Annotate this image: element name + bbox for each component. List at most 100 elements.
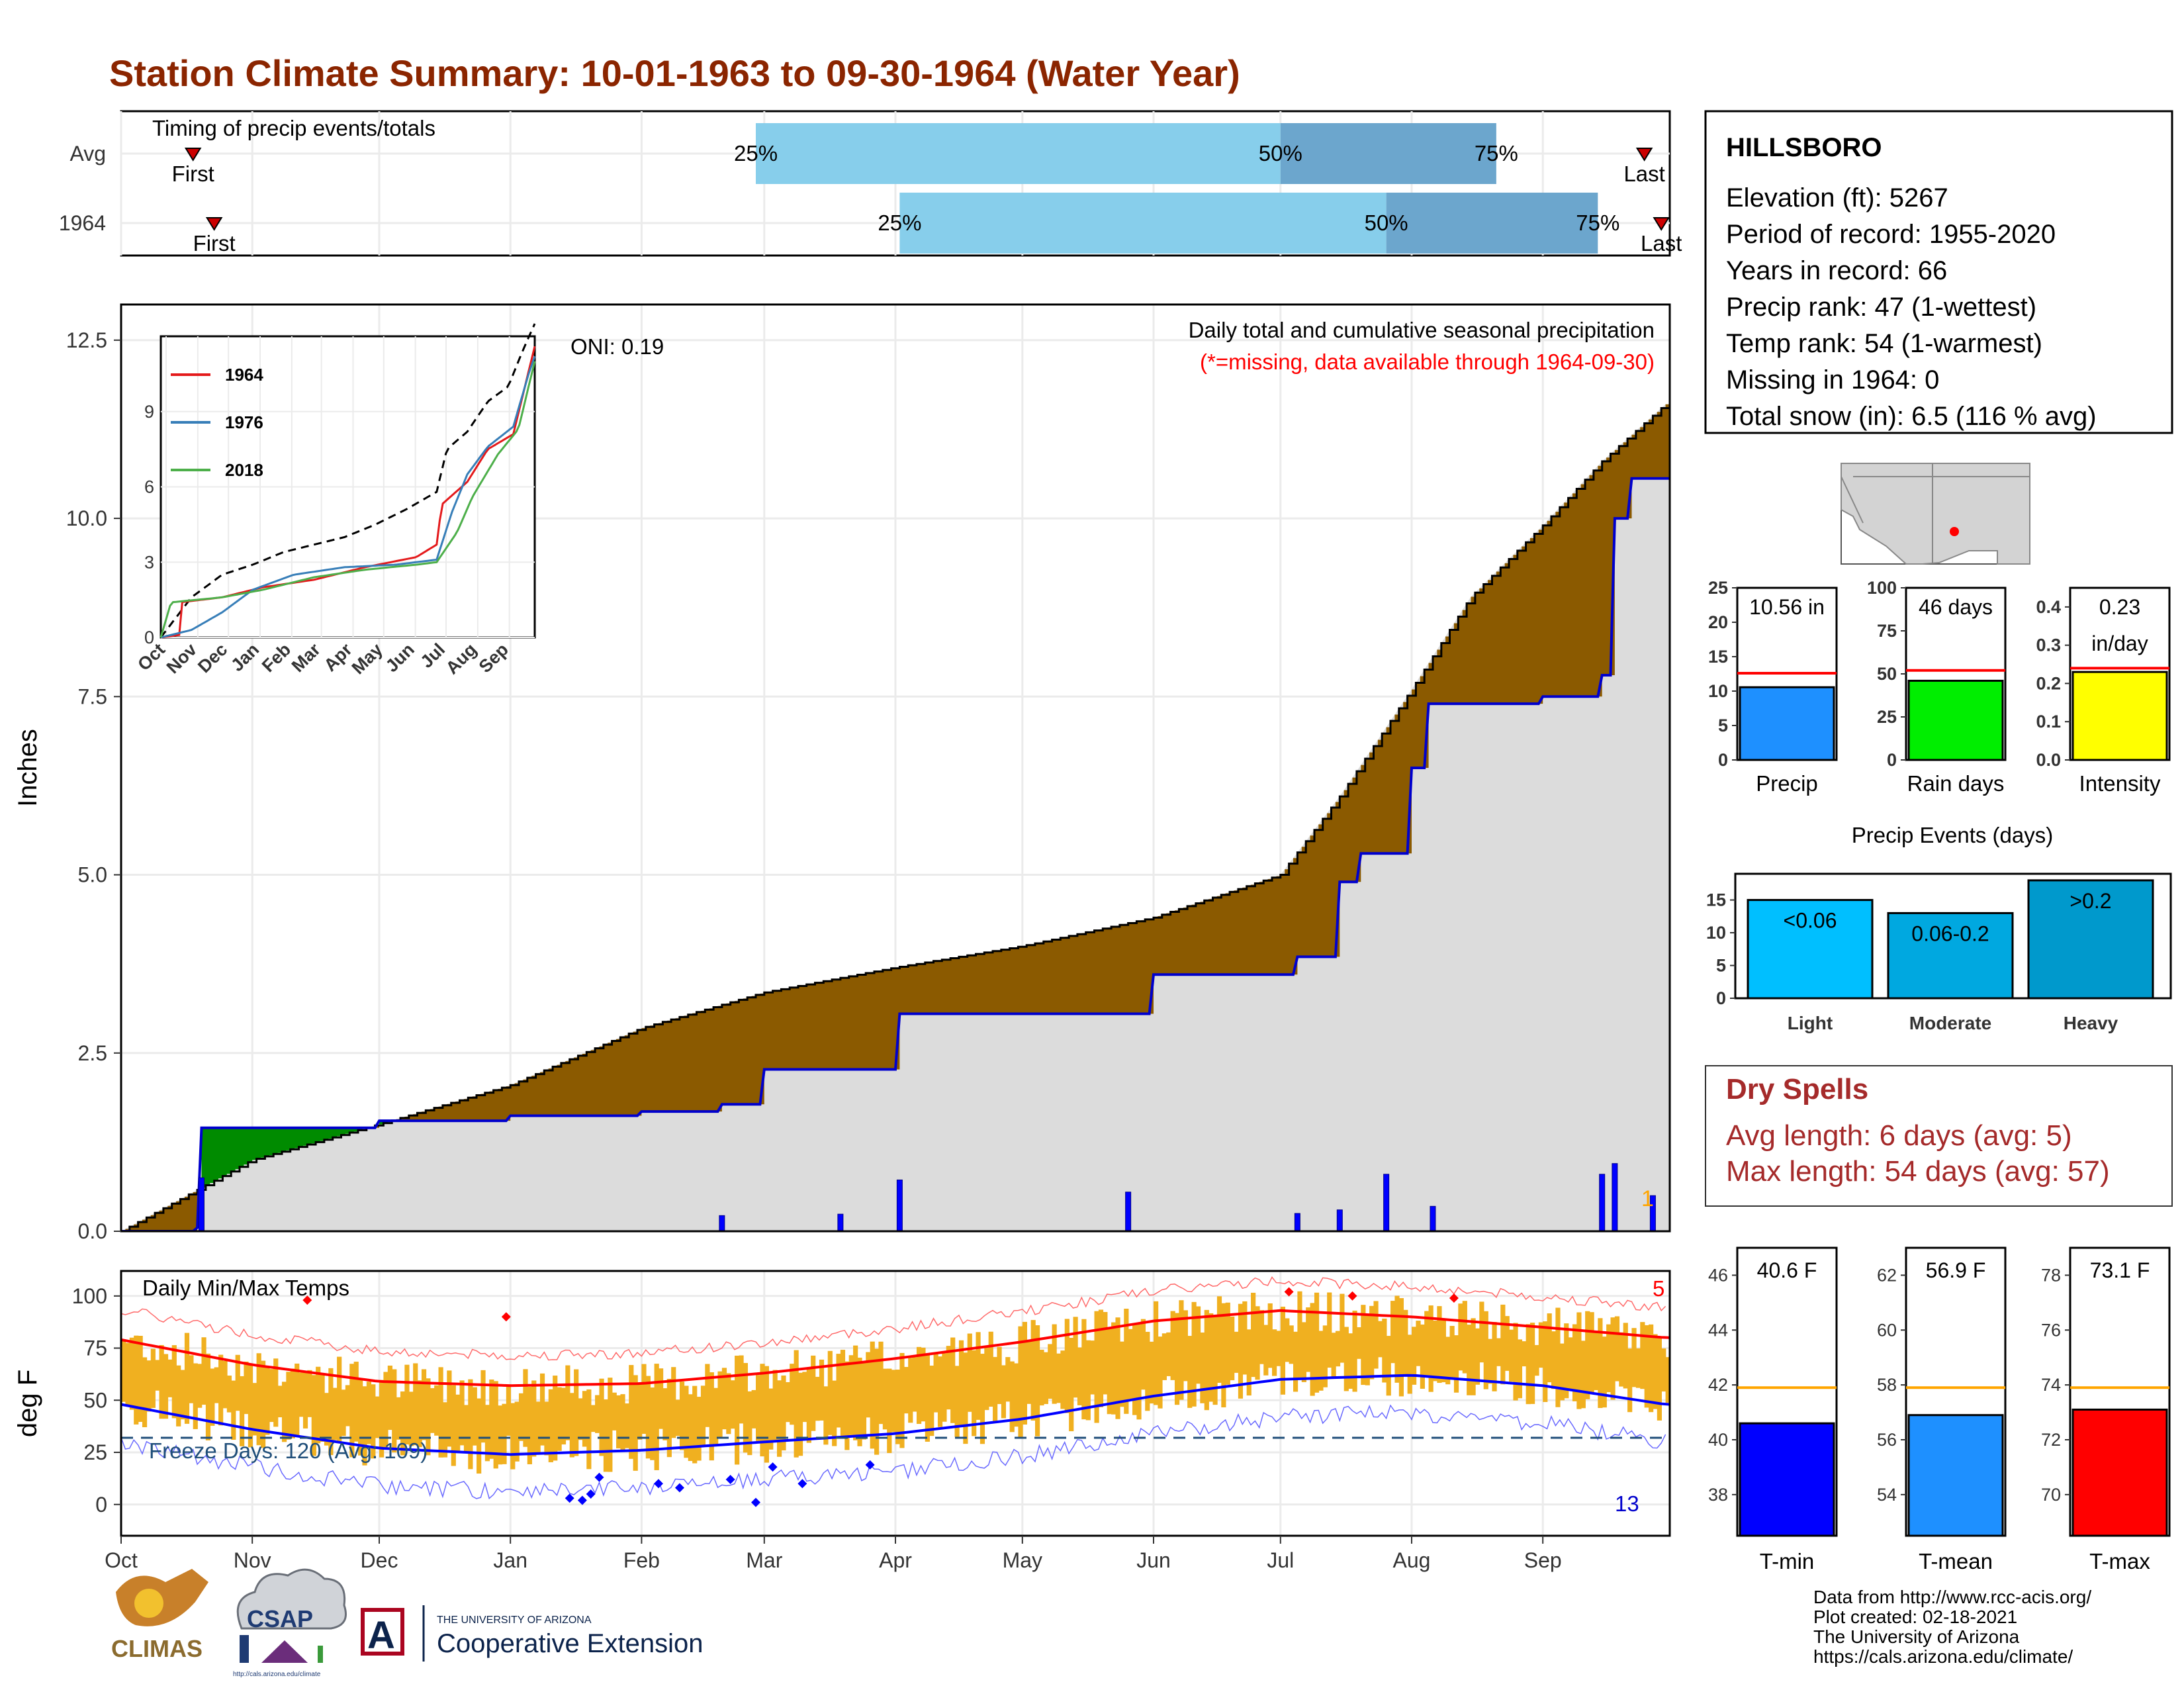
temp-range-bar — [620, 1394, 625, 1452]
record-markers — [302, 1287, 1459, 1507]
temp-range-bar — [400, 1391, 406, 1456]
month-label-jan: Jan — [493, 1548, 527, 1572]
station-years: Years in record: 66 — [1726, 256, 1947, 285]
temp-range-bar — [891, 1370, 896, 1432]
temp-range-bar — [269, 1369, 274, 1423]
temp-range-bar — [1115, 1317, 1120, 1419]
temp-range-bar — [222, 1360, 228, 1409]
locator-map — [1841, 463, 2030, 565]
record-low-marker — [586, 1489, 596, 1499]
precip-y-axis-label: Inches — [13, 729, 42, 807]
temp-range-bar — [260, 1360, 266, 1448]
temp-range-bar — [1602, 1336, 1607, 1408]
temp-range-bar — [958, 1340, 964, 1427]
temp-range-bar — [510, 1403, 516, 1470]
temp-range-bar — [129, 1337, 134, 1410]
inset-y-label: 3 — [144, 552, 154, 572]
mini-bar-value-label: in/day — [2091, 632, 2148, 655]
temp-range-bar — [1547, 1313, 1552, 1383]
temp-range-bar — [654, 1364, 659, 1470]
temp-range-bar — [819, 1359, 825, 1421]
temp-range-bar — [1259, 1310, 1265, 1364]
timing-bar-50-75 — [1386, 193, 1598, 254]
temp-summary-value-label: 56.9 F — [1926, 1258, 1986, 1282]
temp-range-bar — [1398, 1298, 1404, 1397]
month-label-nov: Nov — [234, 1548, 271, 1572]
temp-range-bar — [1568, 1337, 1573, 1391]
temp-range-bar — [772, 1370, 778, 1441]
temp-range-bar — [844, 1361, 850, 1450]
temp-range-bar — [1191, 1301, 1197, 1407]
record-low-marker — [653, 1479, 663, 1489]
mini-bar-category-label: Rain days — [1907, 771, 2005, 796]
temp-range-bar — [1310, 1303, 1315, 1396]
daily-precip-bar — [719, 1215, 725, 1231]
temp-range-bar — [853, 1345, 858, 1440]
temp-range-bar — [472, 1387, 477, 1446]
temp-range-bar — [1538, 1322, 1543, 1368]
events-bar-inner-label: >0.2 — [2070, 889, 2111, 913]
mini-bar-tick-label: 25 — [1708, 578, 1728, 598]
temp-range-bar — [954, 1366, 960, 1437]
dry-spells-box: Dry Spells Avg length: 6 days (avg: 5) M… — [1705, 1065, 2173, 1207]
temp-range-bar — [1356, 1327, 1362, 1359]
station-name: HILLSBORO — [1726, 133, 1882, 162]
temp-range-bar — [1555, 1307, 1561, 1407]
temp-y-tick-label: 100 — [72, 1284, 107, 1308]
temp-range-bar — [776, 1380, 782, 1457]
month-label-oct: Oct — [105, 1548, 138, 1572]
temp-range-bar — [1386, 1336, 1391, 1396]
temp-range-bar — [506, 1384, 511, 1436]
events-bar-heavy — [2027, 879, 2154, 1000]
temp-range-bar — [760, 1364, 765, 1457]
temp-range-bar — [146, 1360, 152, 1412]
temp-summary-tick-label: 76 — [2041, 1320, 2061, 1340]
temp-range-bar — [717, 1371, 723, 1439]
temp-range-bar — [426, 1378, 431, 1456]
temp-range-bar — [1572, 1324, 1578, 1401]
temp-range-bar — [1525, 1324, 1531, 1405]
average-cumulative-area — [121, 404, 1670, 1231]
events-bar-label: Moderate — [1909, 1013, 1991, 1033]
temp-range-bar — [675, 1399, 680, 1436]
temp-range-bar — [1657, 1338, 1662, 1421]
mini-bar-tick-label: 100 — [1867, 578, 1897, 598]
temp-range-bar — [1140, 1319, 1146, 1390]
temp-range-bar — [265, 1367, 270, 1435]
temp-range-bar — [700, 1385, 706, 1446]
temp-range-bar — [1322, 1325, 1328, 1387]
temp-range-bar — [1509, 1329, 1514, 1382]
first-event-label: First — [193, 231, 236, 256]
temp-range-bar — [603, 1399, 609, 1472]
temp-range-bar — [756, 1375, 761, 1441]
mini-bar-tick-label: 0.0 — [2036, 750, 2061, 770]
temp-range-bar — [645, 1376, 651, 1459]
month-x-axis: Oct Nov Dec Jan Feb Mar Apr May Jun Jul Aug Sep — [105, 1536, 1562, 1572]
last-event-marker-icon — [1653, 217, 1670, 231]
temp-range-bar — [658, 1368, 664, 1429]
temp-range-bar — [434, 1385, 439, 1436]
temp-range-bar — [1098, 1309, 1104, 1407]
temp-range-bar — [324, 1393, 330, 1446]
temp-range-bar — [379, 1380, 385, 1458]
temp-range-bar — [341, 1389, 346, 1436]
temp-range-bar — [688, 1394, 693, 1462]
temp-range-bar — [1149, 1341, 1154, 1404]
ua-a-letter: A — [367, 1614, 395, 1657]
temp-range-bar — [1056, 1353, 1062, 1403]
csap-bar-icon — [240, 1635, 249, 1663]
temp-range-bar — [358, 1379, 363, 1456]
temp-range-bar — [451, 1385, 456, 1466]
temp-range-bar — [1348, 1333, 1353, 1389]
last-event-label: Last — [1623, 162, 1664, 186]
temp-range-bar — [1060, 1350, 1066, 1409]
temp-range-bar — [371, 1384, 376, 1459]
temp-range-bar — [518, 1393, 524, 1441]
temp-range-bar — [240, 1376, 245, 1446]
temp-range-bar — [785, 1382, 790, 1423]
precip-panel-border — [120, 303, 1671, 1233]
first-event-label: First — [172, 162, 214, 186]
temp-range-bar — [1246, 1329, 1251, 1396]
station-precip-rank: Precip rank: 47 (1-wettest) — [1726, 293, 2036, 322]
temp-y-axis: 0 25 50 75 100 — [72, 1284, 121, 1517]
